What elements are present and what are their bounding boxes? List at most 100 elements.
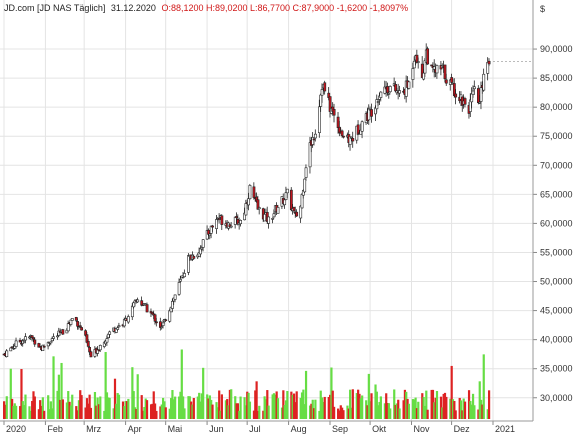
volume-bar [140,395,143,419]
candle-body [200,247,204,250]
volume-bar [355,393,358,419]
volume-bar [5,396,8,419]
volume-bar [68,401,71,419]
candle-body [340,130,344,136]
volume-bar [234,396,237,419]
volume-bar [266,390,269,419]
candle-body [472,86,476,90]
volume-bar [247,392,250,419]
volume-bar [442,393,445,419]
volume-bar [481,404,484,419]
candle-body [311,137,315,145]
candle-body [50,338,54,342]
y-tick-label: 85,0000 [540,73,573,83]
volume-bar [59,399,62,419]
volume-bar [284,400,288,419]
volume-bar [254,390,257,419]
volume-bar [312,408,316,419]
candle-body [314,133,317,139]
volume-bar [61,399,64,419]
volume-bar [374,384,377,419]
volume-bar [228,389,231,419]
candle-body [478,101,482,104]
volume-bar [422,397,425,419]
volume-bar [19,406,22,419]
volume-bar [387,403,390,419]
volume-bar [96,397,99,419]
volume-bar [37,409,40,419]
volume-bar [487,390,491,419]
volume-bar [414,397,417,419]
volume-bar [319,390,322,419]
volume-bar [127,398,130,419]
volume-bar [215,402,218,419]
candle-body [477,88,480,103]
candle-body [32,337,35,340]
candle-body [168,310,172,322]
volume-bar [210,399,213,419]
volume-bar [159,406,162,419]
volume-bar [435,390,439,419]
volume-bar [383,403,386,419]
volume-bar [28,406,31,419]
volume-bar [267,405,270,419]
candle-body [183,273,186,278]
candle-body [318,106,321,134]
volume-bar [219,410,222,419]
volume-bar [67,391,70,419]
volume-bar [60,362,63,419]
y-tick-label: 70,0000 [540,160,573,170]
candle-body [171,301,174,309]
candle-body [398,90,401,94]
volume-bar [421,393,424,419]
volume-bar [230,389,233,419]
volume-bar [172,399,175,419]
volume-bar [482,354,485,419]
candle-body [88,347,92,353]
volume-bar [161,397,165,419]
volume-bar [439,396,443,419]
candle-body [155,321,158,324]
volume-bar [470,404,473,419]
volume-bar [97,404,101,419]
candle-body [423,60,427,74]
volume-bar [246,391,249,419]
candle-body [411,68,415,80]
x-tick-label: Feb [47,424,63,434]
volume-bar [308,405,312,419]
volume-bar [115,403,118,419]
candle-body [211,225,214,228]
volume-bar [84,407,87,419]
volume-bar [199,401,202,419]
volume-bar [385,393,388,419]
y-tick-label: 60,0000 [540,218,573,228]
candle-body [233,216,237,225]
y-tick-label: 35,0000 [540,364,573,374]
volume-bar [366,405,369,419]
volume-bar [333,406,336,419]
volume-bar [29,410,32,419]
volume-bar [377,405,380,419]
candle-body [28,336,31,339]
volume-bar [149,404,153,419]
volume-bar [200,393,203,419]
volume-bar [393,389,396,419]
volume-bar [311,399,314,419]
x-tick-label: Aug [291,424,307,434]
volume-bar [379,396,382,419]
volume-bar [88,394,91,419]
volume-bar [163,401,166,419]
candle-body [74,317,78,321]
candle-body [70,318,74,321]
volume-bar [23,405,26,419]
volume-bar [89,407,93,419]
candle-body [308,142,312,168]
y-tick-label: 65,0000 [540,189,573,199]
volume-bar [405,391,408,419]
volume-bar [258,405,261,419]
candle-body [9,347,13,352]
candle-body [105,338,109,343]
candle-body [116,327,120,330]
volume-bar [454,410,457,419]
volume-bar [160,404,163,419]
